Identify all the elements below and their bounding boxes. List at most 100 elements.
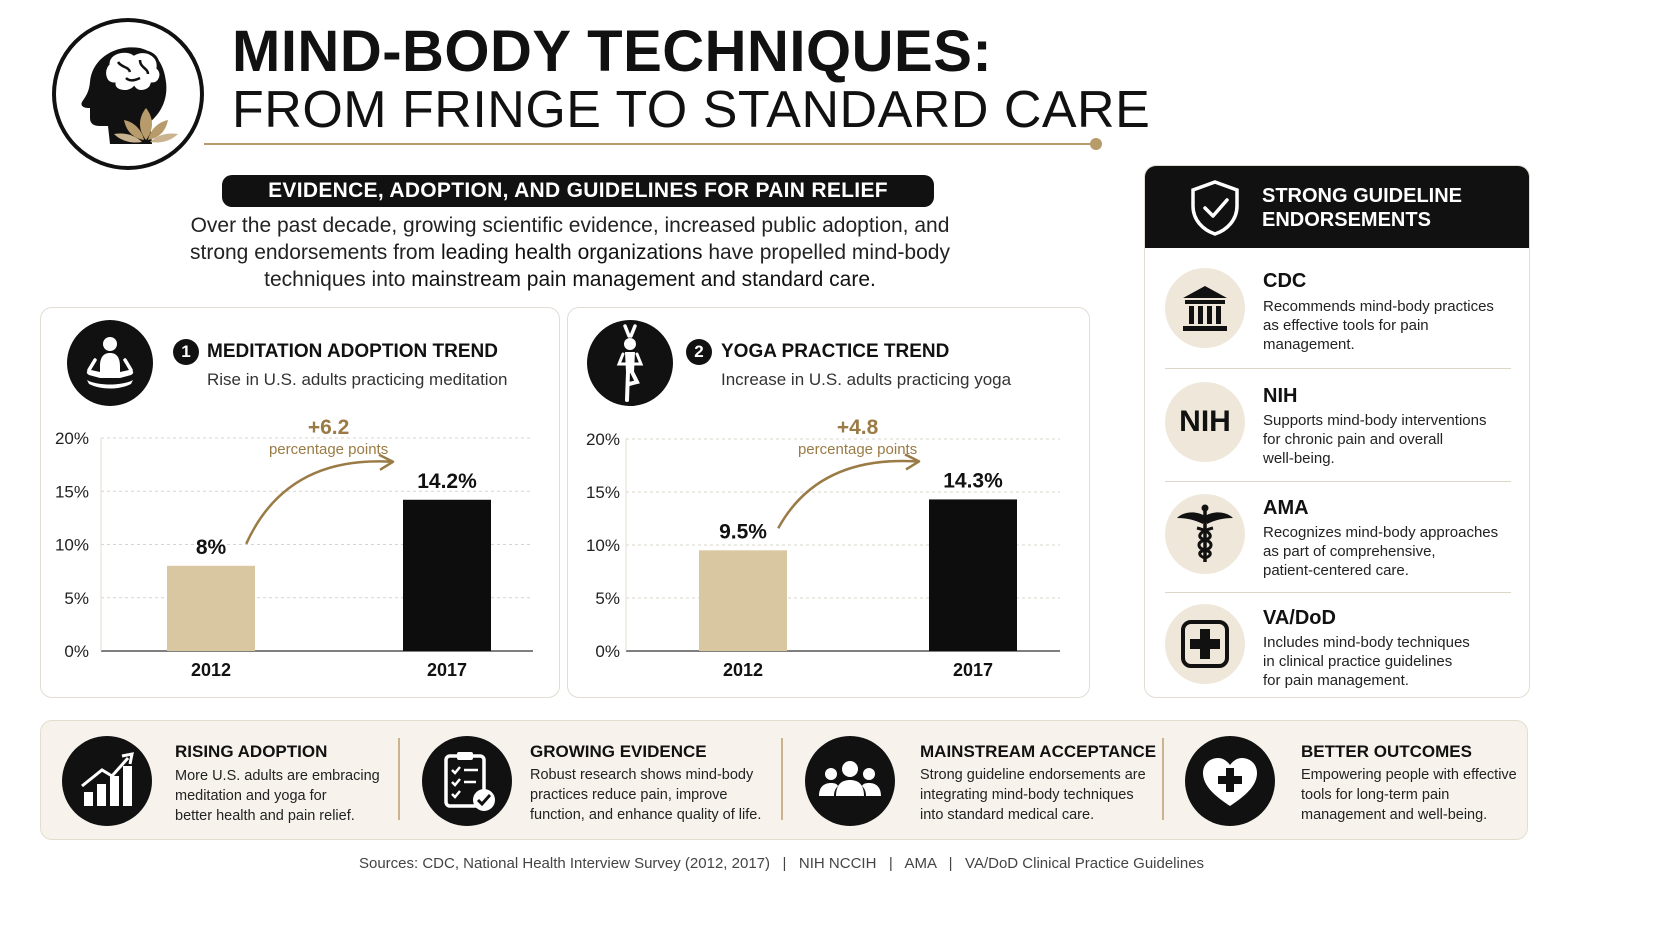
shield-check-icon	[1191, 180, 1239, 236]
org-desc-ama: Recognizes mind-body approaches as part …	[1263, 523, 1513, 580]
desc-line: Robust research shows mind-body	[530, 767, 754, 783]
intro-paragraph: Over the past decade, growing scientific…	[190, 212, 950, 293]
section-banner: EVIDENCE, ADOPTION, AND GUIDELINES FOR P…	[222, 175, 934, 207]
intro-emphasis-2: mainstream pain management and standard …	[411, 268, 876, 291]
sources-footnote: Sources: CDC, National Health Interview …	[358, 855, 1205, 872]
rising-bar-chart-icon	[62, 736, 152, 826]
meditation-chart-panel: 1 MEDITATION ADOPTION TREND Rise in U.S.…	[40, 307, 560, 698]
y-tick-label: 0%	[595, 642, 620, 661]
yoga-pose-icon	[587, 320, 673, 406]
highlight-divider	[398, 738, 400, 820]
bar-2017	[929, 499, 1017, 651]
org-desc-cdc: Recommends mind-body practices as effect…	[1263, 297, 1513, 354]
panel-title: YOGA PRACTICE TREND	[721, 341, 950, 362]
desc-line: practices reduce pain, improve	[530, 787, 728, 803]
head-brain-lotus-icon	[81, 47, 178, 144]
nih-logo-text: NIH	[1179, 405, 1231, 438]
heart-plus-icon	[1185, 736, 1275, 826]
desc-line: Supports mind-body interventions	[1263, 412, 1487, 429]
bar-2017	[403, 499, 491, 651]
intro-text-2: have propelled mind-body techniques into	[264, 241, 950, 291]
desc-line: well-being.	[1263, 450, 1335, 467]
desc-line: Empowering people with effective	[1301, 767, 1517, 783]
logo	[52, 18, 204, 170]
change-unit: percentage points	[798, 441, 917, 458]
highlight-desc: Empowering people with effective tools f…	[1301, 765, 1521, 825]
x-tick-label: 2012	[723, 660, 763, 680]
people-group-icon	[805, 736, 895, 826]
medical-cross-icon	[1165, 604, 1245, 684]
title-divider-dot	[1090, 138, 1102, 150]
desc-line: Strong guideline endorsements are	[920, 767, 1146, 783]
change-unit: percentage points	[269, 441, 388, 458]
desc-line: as part of comprehensive,	[1263, 543, 1436, 560]
desc-line: management and well-being.	[1301, 807, 1488, 823]
desc-line: in clinical practice guidelines	[1263, 653, 1453, 670]
x-tick-label: 2012	[191, 660, 231, 680]
divider	[1165, 368, 1511, 369]
desc-line: More U.S. adults are embracing	[175, 768, 380, 784]
x-tick-label: 2017	[427, 660, 467, 680]
clipboard-check-icon	[422, 736, 512, 826]
desc-line: integrating mind-body techniques	[920, 787, 1134, 803]
y-tick-label: 0%	[64, 642, 89, 661]
highlights-strip	[40, 720, 1528, 840]
highlight-title: GROWING EVIDENCE	[530, 742, 707, 761]
y-tick-label: 5%	[595, 589, 620, 608]
y-tick-label: 10%	[586, 536, 620, 555]
highlight-desc: Robust research shows mind-body practice…	[530, 765, 770, 825]
nih-logo: NIH	[1165, 382, 1245, 462]
highlight-desc: Strong guideline endorsements are integr…	[920, 765, 1150, 825]
panel-subtitle: Increase in U.S. adults practicing yoga	[721, 370, 1012, 389]
highlight-divider	[781, 738, 783, 820]
guideline-endorsements-panel: STRONG GUIDELINE ENDORSEMENTS CDC Recomm…	[1144, 165, 1530, 698]
data-label: 14.3%	[943, 469, 1003, 492]
org-desc-nih: Supports mind-body interventions for chr…	[1263, 411, 1513, 468]
data-label: 14.2%	[417, 470, 477, 493]
data-label: 8%	[196, 536, 227, 559]
highlight-title: MAINSTREAM ACCEPTANCE	[920, 742, 1157, 761]
org-name-va-dod: VA/DoD	[1263, 607, 1336, 629]
page-title: MIND-BODY TECHNIQUES:	[232, 19, 993, 84]
panel-subtitle: Rise in U.S. adults practicing meditatio…	[207, 370, 508, 389]
sidebar-title-line2: ENDORSEMENTS	[1262, 209, 1431, 231]
sidebar-header: STRONG GUIDELINE ENDORSEMENTS	[1145, 166, 1529, 248]
change-arrow-head	[904, 453, 921, 471]
desc-line: meditation and yoga for	[175, 788, 327, 804]
desc-line: patient-centered care.	[1263, 562, 1409, 579]
bar-2012	[699, 550, 787, 651]
org-name-nih: NIH	[1263, 385, 1298, 407]
y-tick-label: 20%	[55, 429, 89, 448]
desc-line: for pain management.	[1263, 672, 1409, 689]
meditation-bar-chart: 0% 5% 10% 15% 20% 8% 2012 14.2% 2017 +6.2 percenta…	[55, 416, 533, 680]
yoga-chart-panel: 2 YOGA PRACTICE TREND Increase in U.S. a…	[567, 307, 1090, 698]
highlight-title: RISING ADOPTION	[175, 742, 328, 761]
change-value: +6.2	[308, 416, 349, 439]
panel-number-badge: 1	[173, 339, 199, 365]
y-tick-label: 15%	[586, 483, 620, 502]
desc-line: Recognizes mind-body approaches	[1263, 524, 1499, 541]
bar-2012	[167, 565, 255, 651]
change-arrow	[245, 460, 392, 545]
divider	[1165, 481, 1511, 482]
sidebar-title: STRONG GUIDELINE ENDORSEMENTS	[1262, 184, 1462, 232]
org-name-cdc: CDC	[1263, 270, 1307, 292]
government-building-icon	[1165, 268, 1245, 348]
desc-line: Recommends mind-body practices	[1263, 298, 1494, 315]
y-tick-label: 15%	[55, 482, 89, 501]
y-tick-label: 10%	[55, 536, 89, 555]
highlight-divider	[1162, 738, 1164, 820]
desc-line: tools for long-term pain	[1301, 787, 1450, 803]
panel-title: MEDITATION ADOPTION TREND	[207, 341, 498, 362]
intro-text-1: Over the past decade, growing scientific…	[190, 214, 950, 264]
y-tick-label: 5%	[64, 589, 89, 608]
highlight-desc: More U.S. adults are embracing meditatio…	[175, 766, 395, 826]
change-arrow-head	[378, 453, 395, 471]
desc-line: function, and enhance quality of life.	[530, 807, 762, 823]
intro-emphasis-1: leading health organizations	[440, 241, 703, 264]
title-divider	[204, 143, 1094, 145]
desc-line: for chronic pain and overall	[1263, 431, 1444, 448]
page-subtitle: FROM FRINGE TO STANDARD CARE	[232, 81, 1151, 139]
sidebar-title-line1: STRONG GUIDELINE	[1262, 185, 1463, 207]
desc-line: into standard medical care.	[920, 807, 1095, 823]
